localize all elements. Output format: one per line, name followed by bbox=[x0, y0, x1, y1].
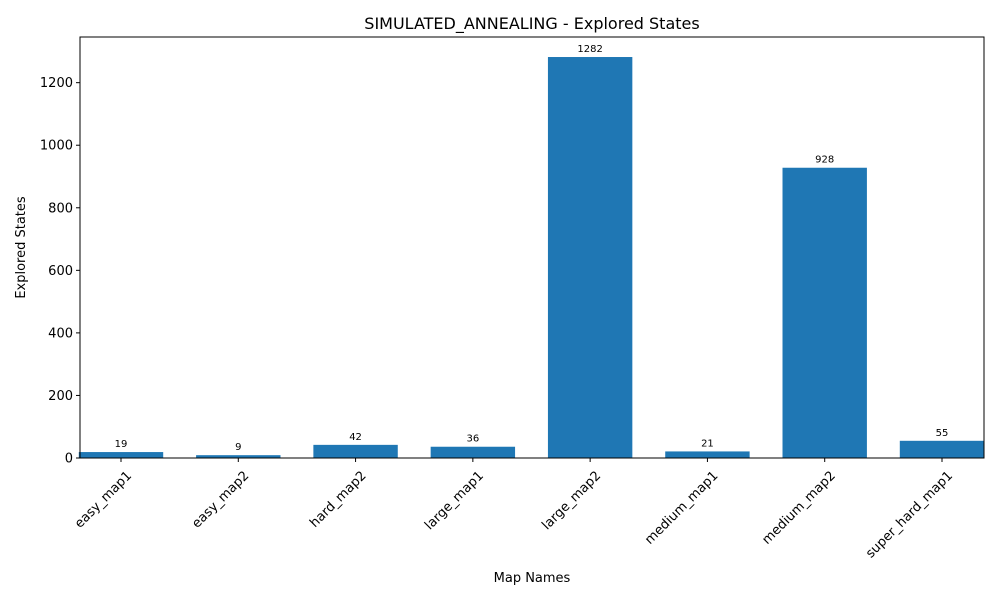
bar-easy_map2 bbox=[196, 455, 281, 458]
data-label-large_map2: 1282 bbox=[577, 44, 602, 55]
y-tick-label-800: 800 bbox=[48, 201, 73, 216]
chart-title: SIMULATED_ANNEALING - Explored States bbox=[364, 14, 699, 34]
y-axis-label: Explored States bbox=[14, 196, 29, 299]
y-tick-label-0: 0 bbox=[65, 452, 73, 467]
x-axis: easy_map1 easy_map2 hard_map2 large_map1 lar… bbox=[72, 458, 956, 561]
x-tick-label-super_hard_map1: super_hard_map1 bbox=[863, 468, 956, 561]
bar-medium_map2 bbox=[782, 167, 867, 459]
data-label-medium_map1: 21 bbox=[701, 438, 714, 449]
y-tick-label-400: 400 bbox=[48, 326, 73, 341]
x-tick-label-medium_map2: medium_map2 bbox=[759, 468, 838, 547]
data-label-easy_map2: 9 bbox=[235, 442, 241, 453]
bars-group bbox=[78, 57, 985, 459]
data-label-easy_map1: 19 bbox=[115, 439, 128, 450]
data-label-super_hard_map1: 55 bbox=[936, 428, 949, 439]
x-tick-label-hard_map2: hard_map2 bbox=[307, 468, 369, 530]
bar-large_map2 bbox=[547, 57, 633, 459]
y-tick-label-1200: 1200 bbox=[40, 76, 73, 91]
x-axis-label: Map Names bbox=[494, 571, 571, 586]
data-label-large_map1: 36 bbox=[466, 434, 479, 445]
x-tick-label-easy_map1: easy_map1 bbox=[72, 468, 135, 531]
x-tick-label-large_map2: large_map2 bbox=[539, 468, 604, 533]
y-tick-label-600: 600 bbox=[48, 264, 73, 279]
bar-super_hard_map1 bbox=[899, 440, 985, 458]
y-tick-label-200: 200 bbox=[48, 389, 73, 404]
bar-hard_map2 bbox=[313, 444, 398, 458]
x-tick-label-large_map1: large_map1 bbox=[422, 468, 487, 533]
bar-large_map1 bbox=[430, 446, 516, 458]
y-axis: 0 200 400 600 800 1000 1200 bbox=[40, 76, 80, 467]
plot-frame bbox=[79, 36, 985, 459]
x-tick-label-easy_map2: easy_map2 bbox=[189, 468, 252, 531]
data-labels-group: 19 9 42 36 1282 21 928 55 bbox=[115, 44, 949, 453]
x-tick-label-medium_map1: medium_map1 bbox=[642, 468, 721, 547]
data-label-hard_map2: 42 bbox=[349, 432, 362, 443]
bar-medium_map1 bbox=[665, 451, 750, 458]
bar-easy_map1 bbox=[78, 452, 164, 458]
data-label-medium_map2: 928 bbox=[815, 155, 834, 166]
y-tick-label-1000: 1000 bbox=[40, 139, 73, 154]
